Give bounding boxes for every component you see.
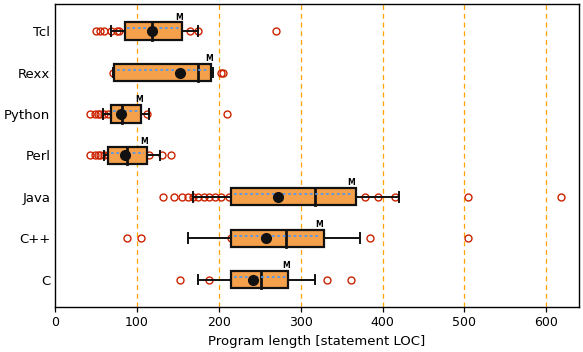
X-axis label: Program length [statement LOC]: Program length [statement LOC] (209, 335, 426, 348)
Bar (125, 23, 182, 40)
Text: M: M (140, 137, 147, 146)
Text: M: M (282, 261, 290, 270)
Bar (231, 188, 356, 206)
Text: M: M (205, 54, 213, 63)
Bar (231, 230, 324, 247)
Bar (114, 64, 210, 81)
Bar (111, 105, 141, 122)
Text: M: M (175, 13, 184, 21)
Text: M: M (315, 220, 322, 229)
Bar (231, 271, 289, 288)
Bar (108, 147, 147, 164)
Text: M: M (347, 178, 355, 187)
Text: M: M (135, 95, 143, 105)
